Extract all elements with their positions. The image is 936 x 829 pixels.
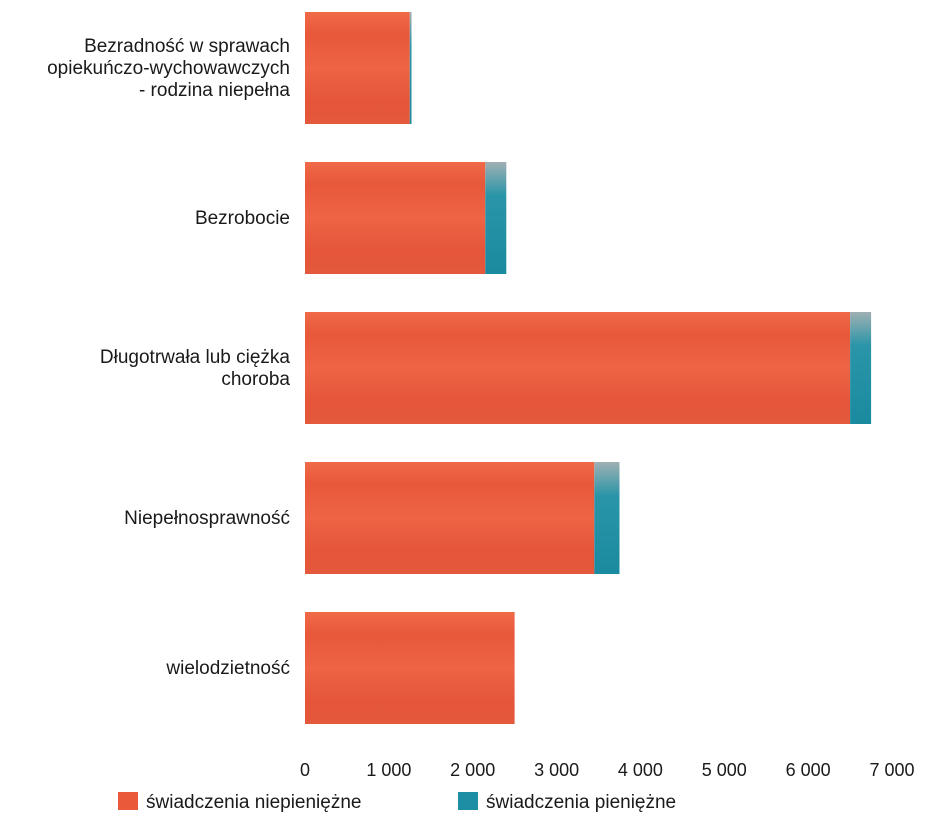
x-tick-label: 6 000	[786, 760, 831, 780]
x-tick-label: 7 000	[869, 760, 914, 780]
category-label: wielodzietność	[165, 658, 290, 679]
category-label: Długotrwała lub ciężka choroba	[100, 347, 291, 390]
x-tick-label: 3 000	[534, 760, 579, 780]
bar-niepieniezne-0	[305, 12, 410, 124]
bar-pieniezne-3	[594, 462, 620, 574]
x-tick-label: 2 000	[450, 760, 495, 780]
category-label: Niepełnosprawność	[124, 508, 290, 529]
x-axis: 0 1 000 2 000 3 000 4 000 5 000 6 000 7 000	[300, 760, 915, 780]
bars-layer	[305, 12, 872, 724]
legend-label: świadczenia niepieniężne	[146, 792, 361, 813]
x-tick-label: 0	[300, 760, 310, 780]
legend: świadczenia niepieniężne świadczenia pien…	[118, 792, 676, 813]
bar-pieniezne-0	[409, 12, 412, 124]
category-labels: Bezradność w sprawach opiekuńczo-wychowaw…	[47, 36, 290, 679]
x-tick-label: 4 000	[618, 760, 663, 780]
legend-label: świadczenia pieniężne	[486, 792, 676, 813]
x-tick-label: 1 000	[366, 760, 411, 780]
bar-niepieniezne-4	[305, 612, 515, 724]
bar-pieniezne-1	[485, 162, 507, 274]
bar-niepieniezne-3	[305, 462, 595, 574]
bar-pieniezne-2	[850, 312, 872, 424]
x-tick-label: 5 000	[702, 760, 747, 780]
legend-swatch	[118, 792, 138, 810]
bar-niepieniezne-2	[305, 312, 851, 424]
legend-swatch	[458, 792, 478, 810]
category-label: Bezradność w sprawach opiekuńczo-wychowaw…	[47, 36, 290, 101]
bar-niepieniezne-1	[305, 162, 486, 274]
category-label: Bezrobocie	[195, 208, 290, 229]
